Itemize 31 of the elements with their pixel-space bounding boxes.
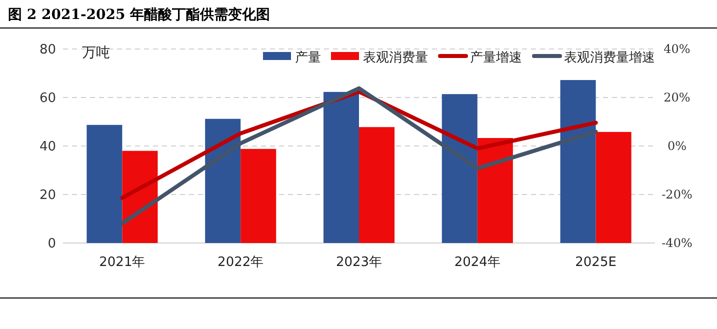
y2-tick-label: 20% <box>664 90 690 105</box>
bar <box>560 80 596 243</box>
y2-tick-label: -40% <box>662 236 692 250</box>
bar <box>359 127 395 243</box>
bar <box>323 92 359 243</box>
y-tick-label: 0 <box>48 236 56 252</box>
bar <box>442 94 478 243</box>
y-tick-label: 80 <box>39 42 56 58</box>
line-series <box>120 86 598 226</box>
x-tick-label: 2021年 <box>99 255 146 270</box>
bar <box>86 124 122 243</box>
y2-tick-label: 40% <box>664 42 690 56</box>
x-tick-label: 2022年 <box>218 255 264 270</box>
y-axis-title: 万吨 <box>82 45 110 61</box>
x-tick-label: 2024年 <box>454 255 500 270</box>
y-tick-label: 40 <box>39 140 56 155</box>
bar <box>477 138 513 243</box>
y2-tick-label: 0% <box>667 139 687 154</box>
y-tick-label: 60 <box>39 91 56 106</box>
bar <box>240 148 276 243</box>
legend-label: 产量增速 <box>470 50 522 66</box>
x-tick-label: 2023年 <box>336 255 382 270</box>
legend-label: 产量 <box>295 50 321 66</box>
y-tick-label: 20 <box>39 188 56 204</box>
legend-label: 表观消费量 <box>363 50 428 66</box>
bar <box>596 132 632 243</box>
chart-title: 图 2 2021-2025 年醋酸丁酯供需变化图 <box>8 6 270 23</box>
bar <box>205 118 241 243</box>
legend-label: 表观消费量增速 <box>564 50 655 66</box>
x-tick-label: 2025E <box>575 255 616 270</box>
y2-tick-label: -20% <box>662 188 692 202</box>
